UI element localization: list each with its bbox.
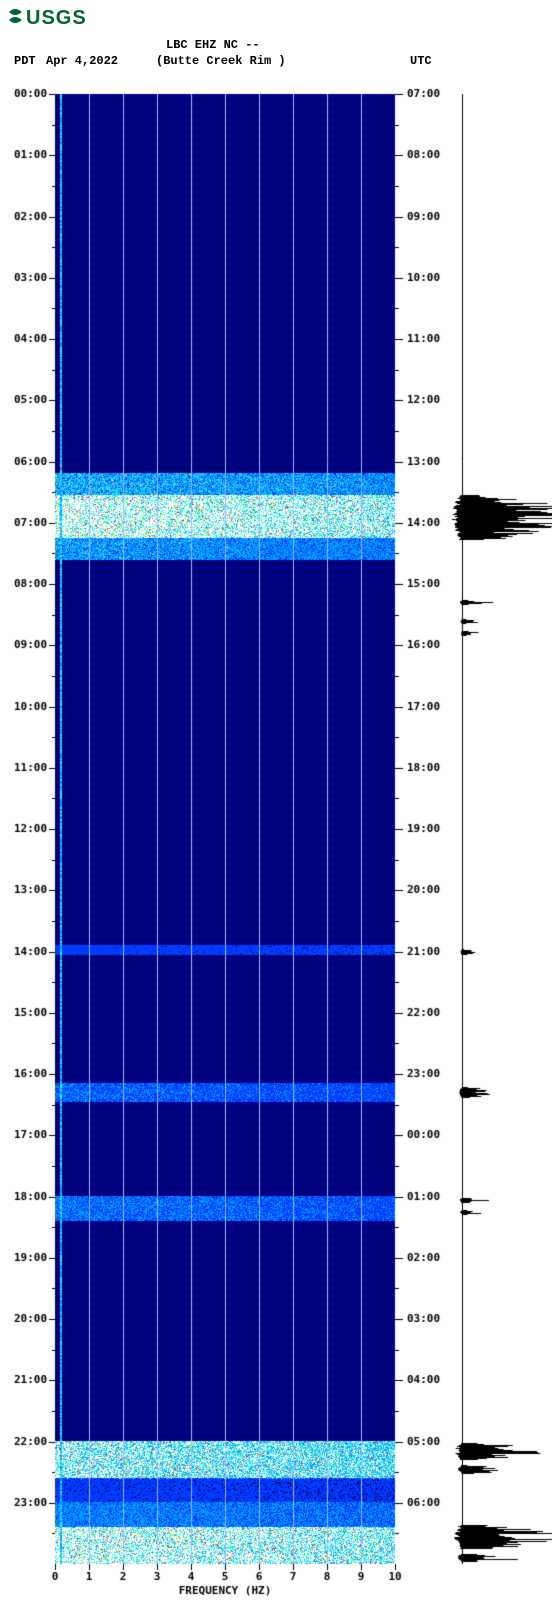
spectrogram-plot bbox=[0, 74, 552, 1614]
usgs-logo: USGS bbox=[0, 0, 552, 34]
station-label: LBC EHZ NC -- bbox=[166, 38, 260, 52]
site-label: (Butte Creek Rim ) bbox=[156, 54, 286, 68]
tz-right-label: UTC bbox=[410, 54, 432, 68]
date-label: Apr 4,2022 bbox=[46, 54, 118, 68]
tz-left-label: PDT bbox=[14, 54, 36, 68]
plot-header: PDT Apr 4,2022 LBC EHZ NC -- (Butte Cree… bbox=[0, 34, 552, 74]
svg-text:USGS: USGS bbox=[26, 7, 87, 29]
spectrogram-canvas bbox=[0, 74, 552, 1614]
